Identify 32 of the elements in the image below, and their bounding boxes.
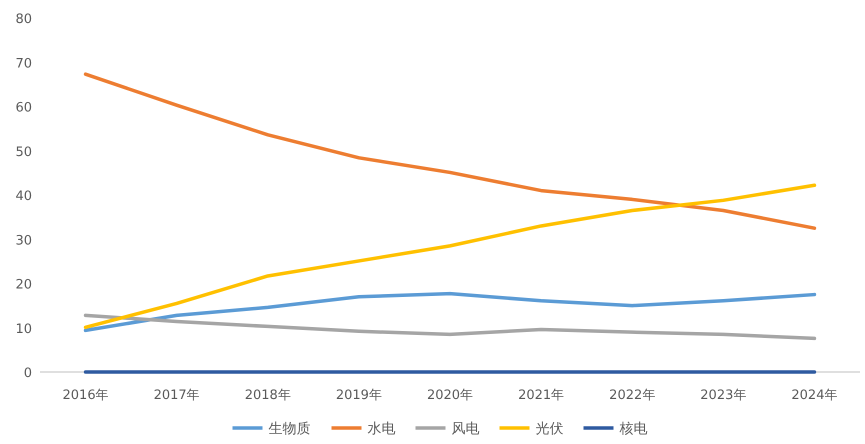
legend-item: 核电 xyxy=(584,421,648,437)
x-tick-label: 2023年 xyxy=(700,388,746,403)
x-tick-label: 2017年 xyxy=(154,388,200,403)
x-tick-label: 2019年 xyxy=(336,388,382,403)
legend-item: 风电 xyxy=(416,421,480,437)
line-series xyxy=(84,72,816,230)
legend-item: 光伏 xyxy=(500,421,564,437)
legend-label: 风电 xyxy=(452,421,480,437)
y-tick-label: 80 xyxy=(15,12,32,27)
y-tick-label: 0 xyxy=(24,366,32,381)
y-tick-label: 40 xyxy=(15,189,32,204)
x-tick-label: 2022年 xyxy=(609,388,656,403)
x-tick-label: 2020年 xyxy=(426,388,474,403)
line-series xyxy=(84,314,816,340)
line-series xyxy=(84,184,816,330)
x-tick-label: 2024年 xyxy=(791,388,838,403)
x-tick-label: 2021年 xyxy=(518,388,564,403)
y-tick-label: 20 xyxy=(15,278,32,292)
legend-item: 水电 xyxy=(332,421,396,437)
legend-item: 生物质 xyxy=(232,421,310,437)
legend-label: 生物质 xyxy=(268,421,310,437)
x-tick-label: 2016年 xyxy=(62,388,109,403)
y-tick-label: 30 xyxy=(15,233,32,248)
y-tick-label: 60 xyxy=(15,100,32,116)
y-tick-label: 70 xyxy=(15,56,32,72)
line-series xyxy=(84,292,816,332)
legend-label: 水电 xyxy=(368,421,396,437)
y-tick-label: 50 xyxy=(15,144,32,160)
x-tick-label: 2018年 xyxy=(244,388,291,403)
y-tick-label: 10 xyxy=(15,322,32,337)
legend-label: 光伏 xyxy=(536,421,564,437)
legend-label: 核电 xyxy=(618,421,648,437)
